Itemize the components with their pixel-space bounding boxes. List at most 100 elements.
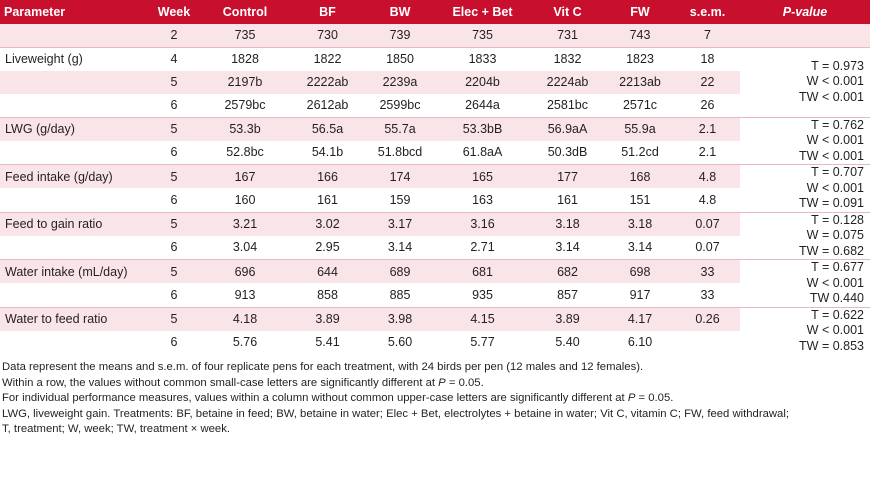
control-cell: 160 (234, 192, 256, 207)
bf-cell: 3.02 (290, 211, 365, 236)
elec-bet-cell: 53.3bB (435, 116, 530, 141)
bw-cell: 174 (365, 164, 435, 189)
results-table: Parameter Week Control BF BW Elec + Bet … (0, 0, 870, 355)
elec-bet-cell: 2.71 (470, 240, 495, 255)
bw-cell: 885 (389, 287, 411, 302)
p-value-line: W = 0.075 (806, 228, 864, 243)
control-cell: 4.18 (200, 306, 290, 331)
p-value-line: T = 0.973 (811, 58, 864, 73)
p-value-line: W < 0.001 (806, 133, 864, 148)
p-value-line: TW = 0.091 (799, 196, 864, 211)
parameter-cell (0, 94, 148, 117)
week-cell: 6 (170, 98, 178, 113)
elec-bet-cell: 935 (472, 287, 493, 302)
p-value-line: W < 0.001 (806, 323, 864, 338)
header-bw: BW (365, 0, 435, 24)
elec-bet-cell: 4.15 (435, 306, 530, 331)
header-parameter: Parameter (0, 0, 148, 24)
control-cell: 913 (234, 287, 256, 302)
week-cell: 6 (170, 145, 178, 160)
footnote-3: For individual performance measures, val… (2, 392, 674, 405)
bw-cell: 2239a (365, 70, 435, 94)
control-cell: 53.3b (200, 116, 290, 141)
sem-cell: 4.8 (698, 192, 717, 207)
fw-cell: 55.9a (605, 116, 675, 141)
elec-bet-cell: 165 (435, 164, 530, 189)
table-row: Feed to gain ratio 5 3.21 3.02 3.17 3.16 3.18 3… (0, 211, 870, 260)
bw-cell: 3.98 (365, 306, 435, 331)
bw-cell: 739 (365, 24, 435, 48)
sem-cell: 2.1 (698, 145, 717, 160)
control-cell: 735 (200, 24, 290, 48)
week-cell: 2 (148, 24, 200, 48)
bw-cell: 3.17 (365, 211, 435, 236)
vit-c-cell: 50.3dB (547, 145, 588, 160)
parameter-cell (0, 70, 148, 94)
p-value-line: TW = 0.853 (799, 338, 864, 353)
p-value-cell: T = 0.973 W < 0.001 TW < 0.001 (740, 46, 870, 118)
header-vit-c: Vit C (530, 0, 605, 24)
vit-c-cell: 3.18 (530, 211, 605, 236)
parameter-cell: Liveweight (g) (0, 46, 148, 71)
parameter-cell: Water to feed ratio (0, 306, 148, 331)
bw-cell: 2599bc (379, 98, 421, 113)
bf-cell: 166 (290, 164, 365, 189)
p-value-cell: T = 0.707 W < 0.001 TW = 0.091 (740, 164, 870, 213)
p-value-line: T = 0.677 (811, 260, 864, 275)
fw-cell: 6.10 (627, 335, 653, 350)
parameter-cell: LWG (g/day) (0, 116, 148, 141)
control-cell: 167 (200, 164, 290, 189)
p-value-line: W < 0.001 (806, 275, 864, 290)
p-value-cell: T = 0.762 W < 0.001 TW < 0.001 (740, 116, 870, 165)
table-row: Feed intake (g/day) 5 167 166 174 165 177 168 4.… (0, 164, 870, 213)
fw-cell: 2571c (622, 98, 658, 113)
bf-cell: 5.41 (315, 335, 340, 350)
table-row: Water to feed ratio 5 4.18 3.89 3.98 4.15 3.89… (0, 306, 870, 355)
p-value-line: T = 0.762 (811, 117, 864, 132)
sem-cell: 0.07 (675, 211, 740, 236)
table-row: 6 5.76 5.41 5.60 5.77 5.40 6.10 (0, 331, 870, 354)
week-cell: 5 (148, 116, 200, 141)
elec-bet-cell: 681 (435, 259, 530, 284)
bf-cell: 644 (290, 259, 365, 284)
bf-cell: 2612ab (306, 98, 349, 113)
bw-cell: 55.7a (365, 116, 435, 141)
sem-cell: 26 (700, 98, 715, 113)
sem-cell: 22 (675, 70, 740, 94)
vit-c-cell: 857 (557, 287, 578, 302)
table-row: 6 2579bc 2612ab 2599bc 2644a 2581bc 2571c 26 (0, 94, 870, 117)
parameter-cell (0, 141, 148, 165)
fw-cell: 698 (605, 259, 675, 284)
p-value-cell: T = 0.622 W < 0.001 TW = 0.853 (740, 306, 870, 355)
bf-cell: 2222ab (290, 70, 365, 94)
parameter-cell (0, 283, 148, 307)
p-value-line: TW < 0.001 (799, 148, 864, 163)
parameter-cell (0, 24, 148, 48)
sem-cell: 18 (675, 46, 740, 71)
bf-cell: 858 (317, 287, 338, 302)
fw-cell: 151 (629, 192, 651, 207)
elec-bet-cell: 2204b (435, 70, 530, 94)
bw-cell: 5.60 (387, 335, 413, 350)
control-cell: 52.8bc (226, 145, 264, 160)
p-value-line: W < 0.001 (806, 180, 864, 195)
control-cell: 2579bc (224, 98, 266, 113)
elec-bet-cell: 2644a (465, 98, 500, 113)
control-cell: 3.21 (200, 211, 290, 236)
table-row: Liveweight (g) 4 1828 1822 1850 1833 1832 1823 1… (0, 46, 870, 118)
vit-c-cell: 177 (530, 164, 605, 189)
footnote-4: LWG, liveweight gain. Treatments: BF, be… (2, 407, 789, 420)
p-value-line: T = 0.707 (811, 165, 864, 180)
bf-cell: 1822 (290, 46, 365, 71)
footnote-2: Within a row, the values without common … (2, 376, 484, 389)
sem-cell: 4.8 (675, 164, 740, 189)
vit-c-cell: 1832 (530, 46, 605, 71)
fw-cell: 4.17 (605, 306, 675, 331)
vit-c-cell: 56.9aA (530, 116, 605, 141)
sem-cell: 33 (675, 259, 740, 284)
parameter-cell (0, 188, 148, 212)
week-cell: 6 (170, 335, 178, 350)
sem-cell: 33 (700, 287, 715, 302)
table-row: 5 2197b 2222ab 2239a 2204b 2224ab 2213ab 22 (0, 70, 870, 94)
header-row: Parameter Week Control BF BW Elec + Bet … (0, 0, 870, 24)
